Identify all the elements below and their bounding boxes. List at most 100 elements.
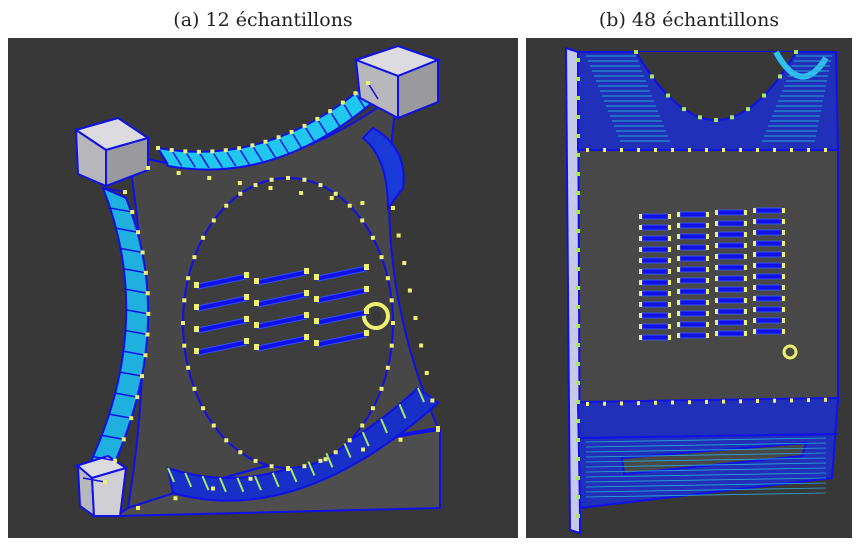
edge-tick (318, 183, 323, 188)
edge-tick (224, 438, 229, 443)
edge-tick (251, 145, 263, 162)
edge-tick (347, 438, 352, 443)
edge-tick (654, 400, 657, 405)
edge-tick (576, 495, 580, 499)
mesh-line (585, 437, 827, 443)
edge-tick (211, 486, 215, 491)
edge-tick (576, 229, 580, 233)
sample-bar (677, 255, 709, 262)
edge-tick (576, 210, 580, 214)
edge-tick (277, 136, 290, 154)
edge-tick (289, 467, 298, 483)
edge-tick (347, 203, 352, 208)
edge-tick (739, 399, 742, 404)
sample-bar (639, 268, 671, 275)
edge-tick (302, 464, 307, 469)
edge-tick (271, 472, 280, 488)
edge-tick (115, 227, 139, 233)
edge-tick (182, 343, 187, 348)
edge-tick (253, 183, 258, 188)
edge-tick (391, 321, 395, 325)
sample-bar (677, 321, 709, 328)
edge-tick (333, 191, 338, 196)
edge-tick (290, 131, 303, 149)
edge-tick (198, 151, 210, 169)
edge-tick (299, 191, 304, 195)
edge-tick (110, 207, 133, 213)
edge-tick (688, 400, 691, 405)
edge-tick (367, 82, 379, 100)
sample-bar (639, 323, 671, 330)
edge-tick (682, 107, 686, 112)
sample-bar (715, 308, 747, 315)
edge-tick (714, 118, 718, 122)
edge-tick (136, 506, 140, 510)
edge-tick (186, 276, 191, 281)
edge-tick (671, 148, 674, 152)
edge-tick (576, 172, 580, 176)
edge-tick (123, 268, 146, 274)
edge-tick (211, 151, 224, 168)
mesh-line (585, 462, 827, 468)
edge-tick (705, 148, 708, 152)
edge-tick (576, 324, 580, 328)
sample-bar (677, 233, 709, 240)
edge-tick (430, 398, 435, 403)
edge-tick (316, 118, 329, 136)
edge-tick (157, 147, 169, 165)
sample-bar (639, 213, 671, 220)
edge-tick (248, 476, 253, 481)
edge-tick (576, 115, 580, 119)
edge-tick (269, 177, 274, 182)
edge-tick (824, 397, 827, 402)
edge-tick (329, 110, 341, 128)
edge-tick (576, 134, 580, 138)
edge-tick (237, 181, 242, 185)
edge-tick (391, 206, 395, 210)
edge-tick (181, 321, 185, 325)
mesh-edge-markers (576, 50, 827, 518)
edge-tick (730, 115, 734, 120)
edge-tick (576, 286, 580, 290)
edge-tick (354, 92, 367, 110)
sample-bar (639, 235, 671, 242)
edge-tick (211, 218, 216, 223)
edge-tick (379, 386, 384, 391)
edge-tick (115, 392, 138, 398)
edge-tick (576, 381, 580, 385)
edge-tick (756, 399, 759, 403)
edge-tick (620, 401, 623, 406)
sample-bar (677, 211, 709, 218)
edge-tick (218, 477, 227, 493)
edge-tick (302, 177, 307, 182)
edge-tick (184, 150, 196, 168)
edge-tick (576, 191, 580, 195)
edge-tick (207, 176, 212, 180)
sample-bar (677, 299, 709, 306)
mesh-line (585, 447, 827, 453)
edge-tick (698, 115, 702, 120)
sample-bar (715, 231, 747, 238)
edge-tick (586, 148, 589, 152)
sample-bar (314, 286, 369, 304)
sample-bar (715, 319, 747, 326)
edge-tick (705, 399, 708, 404)
edge-tick (173, 496, 178, 501)
block-bottom-left (73, 454, 129, 519)
sample-grid-48 (639, 207, 785, 341)
sample-bar (753, 317, 785, 324)
edge-tick (286, 176, 290, 180)
sample-bar (639, 301, 671, 308)
edge-tick (323, 457, 328, 462)
edge-tick (238, 450, 243, 455)
edge-tick (722, 148, 725, 152)
edge-tick (201, 475, 210, 491)
edge-tick (361, 447, 365, 452)
sample-bar (753, 229, 785, 236)
edge-tick (238, 147, 250, 165)
edge-tick (807, 148, 810, 152)
edge-tick (379, 255, 384, 260)
edge-tick (603, 401, 606, 406)
edge-tick (436, 428, 440, 432)
edge-tick (342, 102, 354, 120)
